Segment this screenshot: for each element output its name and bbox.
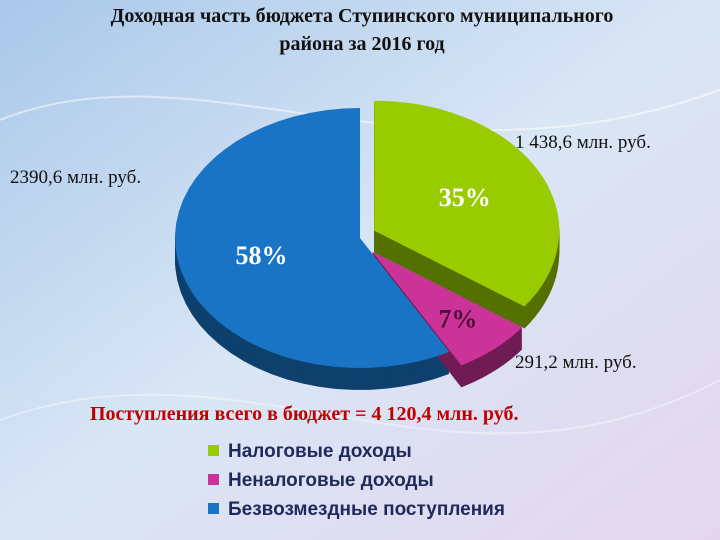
legend-label: Налоговые доходы [228,441,412,462]
legend-swatch [208,445,219,456]
value-label: 2390,6 млн. руб. [10,167,141,188]
slice [371,251,523,366]
decor [0,379,720,435]
slice [175,108,450,368]
legend-swatch [208,474,219,485]
percent-label: 35% [439,183,491,212]
chart-title: Доходная часть бюджета Ступинского муниц… [111,5,614,27]
legend-swatch [208,503,219,514]
slice [374,100,560,307]
value-label: 1 438,6 млн. руб. [515,132,651,153]
chart-title: района за 2016 год [279,33,444,55]
legend-label: Безвозмездные поступления [228,499,505,520]
percent-label: 7% [438,305,477,334]
value-label: 291,2 млн. руб. [515,352,637,373]
legend-label: Неналоговые доходы [228,470,434,491]
chart-subtitle: Поступления всего в бюджет = 4 120,4 млн… [90,403,518,425]
pie [175,100,560,390]
percent-label: 58% [235,241,287,270]
